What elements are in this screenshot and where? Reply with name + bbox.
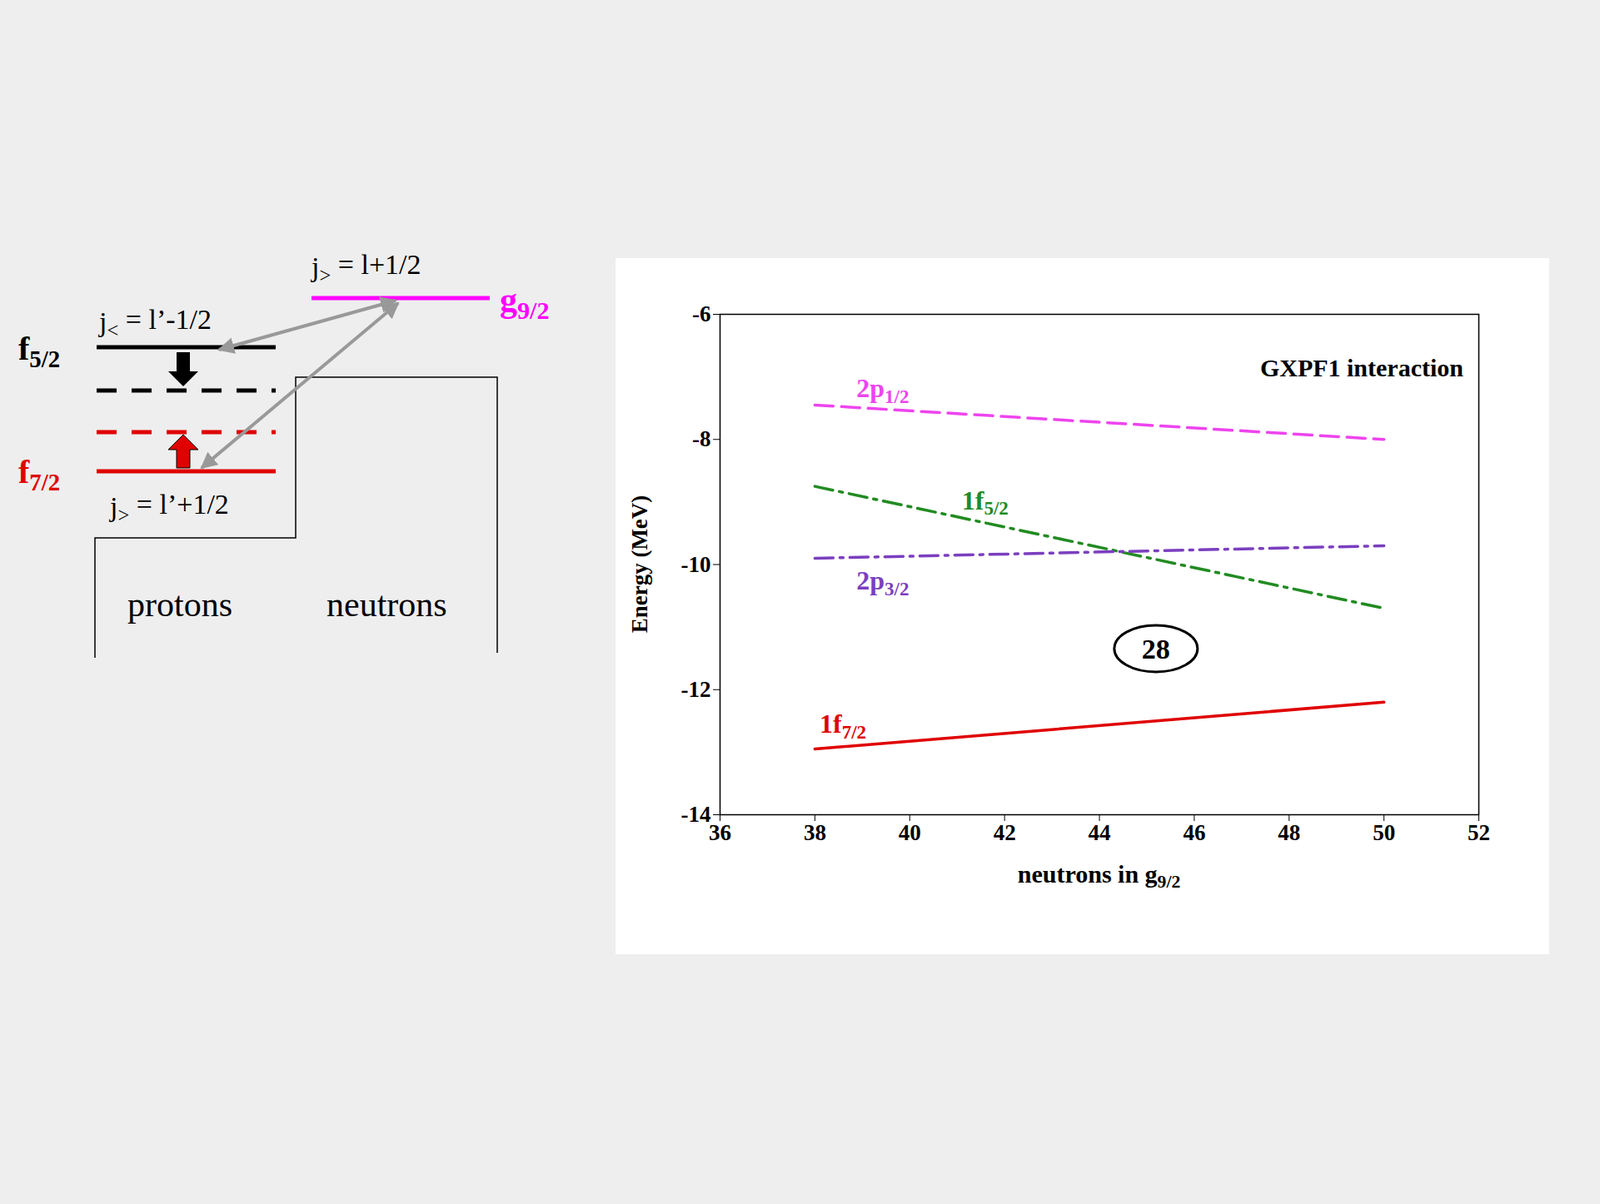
svg-text:48: 48 [1277, 820, 1301, 846]
svg-text:neutrons: neutrons [326, 585, 448, 624]
svg-text:52: 52 [1467, 820, 1491, 846]
svg-text:GXPF1 interaction: GXPF1 interaction [1260, 353, 1464, 382]
svg-text:-6: -6 [692, 301, 712, 327]
svg-text:-8: -8 [692, 426, 712, 452]
svg-text:38: 38 [803, 820, 827, 846]
svg-text:2p3/2: 2p3/2 [856, 565, 909, 600]
svg-text:36: 36 [708, 820, 732, 846]
svg-text:46: 46 [1182, 820, 1206, 846]
svg-text:f7/2: f7/2 [18, 453, 60, 496]
svg-text:-14: -14 [681, 802, 712, 828]
svg-text:neutrons in g9/2: neutrons in g9/2 [1017, 860, 1181, 893]
svg-text:1f5/2: 1f5/2 [961, 485, 1009, 520]
svg-text:50: 50 [1372, 820, 1396, 846]
svg-text:g9/2: g9/2 [499, 280, 550, 325]
svg-text:42: 42 [993, 820, 1017, 846]
svg-text:40: 40 [898, 820, 922, 846]
svg-text:j> = l+1/2: j> = l+1/2 [310, 249, 422, 287]
svg-text:-10: -10 [681, 552, 712, 578]
svg-text:44: 44 [1088, 820, 1112, 846]
svg-text:f5/2: f5/2 [18, 329, 60, 373]
svg-text:j> = l’+1/2: j> = l’+1/2 [109, 488, 230, 527]
svg-text:28: 28 [1141, 633, 1171, 665]
svg-text:protons: protons [127, 585, 233, 624]
svg-text:1f7/2: 1f7/2 [819, 708, 867, 743]
svg-text:-12: -12 [681, 677, 712, 703]
svg-text:Energy (MeV): Energy (MeV) [627, 495, 653, 634]
svg-text:2p1/2: 2p1/2 [856, 373, 909, 408]
svg-text:j< = l’-1/2: j< = l’-1/2 [98, 304, 212, 342]
